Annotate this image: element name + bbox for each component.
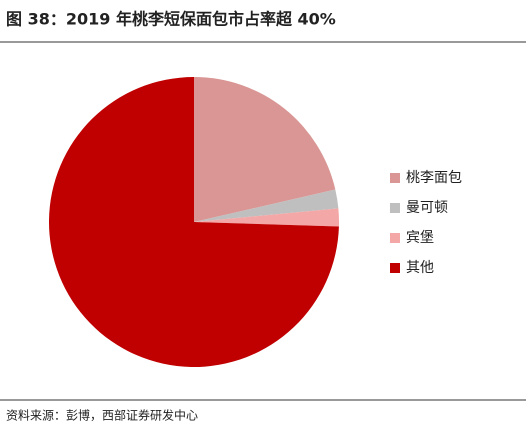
pie-slice (194, 189, 339, 222)
legend-label: 桃李面包 (406, 170, 462, 186)
legend-swatch (390, 233, 400, 243)
legend-swatch (390, 203, 400, 213)
chart-title: 图 38：2019 年桃李短保面包市占率超 40% (6, 10, 336, 29)
pie-slice (194, 208, 339, 227)
source-note: 资料来源：彭博，西部证券研发中心 (6, 408, 198, 423)
legend-label: 宾堡 (406, 230, 434, 246)
legend-label: 曼可顿 (406, 200, 448, 216)
legend-swatch (390, 263, 400, 273)
legend-swatch (390, 173, 400, 183)
pie-slice (194, 77, 336, 222)
pie-slice (48, 77, 339, 367)
legend-label: 其他 (406, 260, 434, 276)
